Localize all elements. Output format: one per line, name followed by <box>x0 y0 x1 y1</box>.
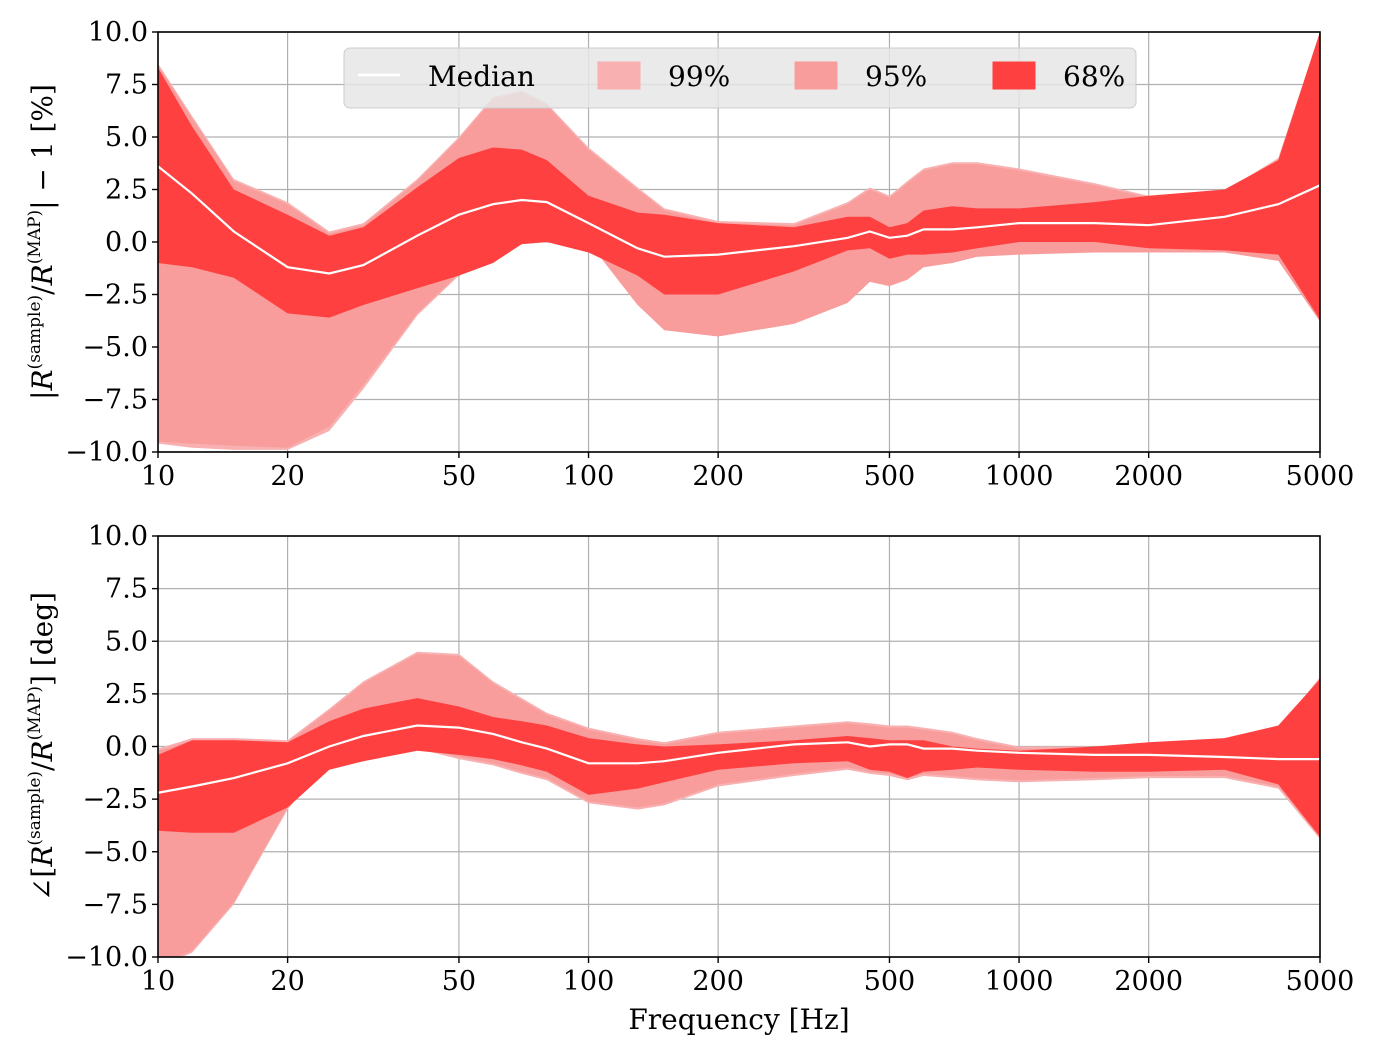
y-tick-label: 2.5 <box>105 679 148 710</box>
y-tick-label: 10.0 <box>88 17 148 48</box>
band-95pct <box>158 653 1320 957</box>
chart-panel-2: 10 20 50 100 200 500 1000 2000 5000 −10.0 −7.5 −5.0… <box>25 521 1354 1036</box>
legend-swatch-68pct <box>992 61 1036 90</box>
y-tick-label: 0.0 <box>105 732 148 763</box>
x-tick-label: 1000 <box>985 461 1054 492</box>
x-tick-label: 500 <box>864 461 916 492</box>
x-tick-label: 50 <box>442 966 476 997</box>
band-99pct <box>158 651 1320 957</box>
plot-area <box>158 32 1320 450</box>
x-tick-label: 10 <box>141 966 175 997</box>
y-tick-label: 10.0 <box>88 521 148 552</box>
y-axis-label-part: R <box>26 264 59 286</box>
median-line <box>158 724 1320 794</box>
y-axis-label-part: ] [deg] <box>26 592 59 686</box>
y-axis-label-part: / <box>26 285 59 295</box>
y-axis-label-part: | <box>26 391 59 400</box>
y-tick-label: −5.0 <box>82 332 148 363</box>
y-tick-label: 5.0 <box>105 626 148 657</box>
x-tick-label: 5000 <box>1286 461 1355 492</box>
x-tick-label: 2000 <box>1114 966 1183 997</box>
x-tick-label: 20 <box>270 966 304 997</box>
y-axis-label-part: / <box>26 761 59 771</box>
y-tick-label: 5.0 <box>105 122 148 153</box>
y-tick-label: −5.0 <box>82 837 148 868</box>
y-axis-label-part: R <box>26 846 59 868</box>
x-tick-label: 500 <box>864 966 916 997</box>
x-tick-label: 100 <box>563 966 615 997</box>
y-tick-label: 7.5 <box>105 574 148 605</box>
median-line <box>158 165 1320 275</box>
y-tick-label: −2.5 <box>82 280 148 311</box>
x-tick-label: 200 <box>692 966 744 997</box>
y-axis-label: ∠[R(sample)/R(MAP)] [deg] <box>25 592 59 901</box>
y-axis-label-part: R <box>26 369 59 391</box>
y-axis-label-part: | − 1 [%] <box>26 84 59 210</box>
chart-panel-1: 10 20 50 100 200 500 1000 2000 5000 −10.0 −7.5 −5.0… <box>25 17 1354 492</box>
x-tick-label: 100 <box>563 461 615 492</box>
y-axis-label-part: ∠[ <box>26 867 59 901</box>
x-tick-label: 20 <box>270 461 304 492</box>
x-tick-label: 10 <box>141 461 175 492</box>
band-68pct <box>158 679 1320 837</box>
x-tick-label: 5000 <box>1286 966 1355 997</box>
y-tick-label: 2.5 <box>105 175 148 206</box>
y-axis-label-part: (MAP) <box>25 686 45 740</box>
band-68pct <box>158 32 1320 320</box>
y-axis-label-part: (sample) <box>25 771 45 846</box>
y-tick-label: −7.5 <box>82 385 148 416</box>
x-tick-label: 50 <box>442 461 476 492</box>
y-tick-label: −10.0 <box>65 942 148 973</box>
legend-swatch-95pct <box>794 61 838 90</box>
x-tick-label: 2000 <box>1114 461 1183 492</box>
y-axis-label-part: (MAP) <box>25 210 45 264</box>
y-axis-label-part: (sample) <box>25 295 45 370</box>
y-axis-label: |R(sample)/R(MAP)| − 1 [%] <box>25 84 59 400</box>
x-tick-label: 200 <box>692 461 744 492</box>
legend-label: 68% <box>1063 60 1125 93</box>
legend: Median 99% 95% 68% <box>343 47 1137 109</box>
legend-label: 95% <box>865 60 927 93</box>
legend-label: 99% <box>668 60 730 93</box>
y-tick-label: −7.5 <box>82 889 148 920</box>
legend-label: Median <box>428 60 535 93</box>
y-axis-label-part: R <box>26 740 59 762</box>
y-tick-label: −10.0 <box>65 437 148 468</box>
legend-box <box>343 47 1137 109</box>
y-tick-label: 0.0 <box>105 227 148 258</box>
y-tick-label: −2.5 <box>82 784 148 815</box>
y-tick-label: 7.5 <box>105 70 148 101</box>
x-tick-label: 1000 <box>985 966 1054 997</box>
plot-area <box>158 651 1320 957</box>
legend-swatch-99pct <box>597 61 641 90</box>
x-axis-label: Frequency [Hz] <box>628 1003 849 1036</box>
